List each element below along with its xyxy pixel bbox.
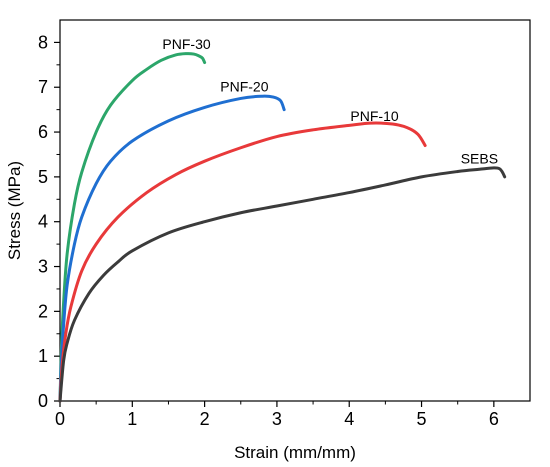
x-tick-label: 6 [489,409,499,429]
x-tick-label: 4 [344,409,354,429]
plot-frame [59,19,531,402]
series-line-pnf-20 [58,94,286,403]
annotation-layer: PNF-30 PNF-20 PNF-10 SEBS [162,36,498,166]
y-tick-label: 7 [38,77,48,97]
series-line-pnf-30 [58,52,207,403]
y-tick-label: 0 [38,391,48,411]
x-tick-label: 1 [127,409,137,429]
series-label-pnf-30: PNF-30 [162,36,210,52]
y-tick-label: 1 [38,346,48,366]
series-line-pnf-10 [58,121,427,403]
series-label-pnf-10: PNF-10 [350,108,398,124]
series-line-sebs [58,166,507,403]
y-axis-title: Stress (MPa) [5,161,24,260]
y-tick-label: 3 [38,257,48,277]
axes: 0 1 2 3 4 5 6 0 1 2 3 4 5 6 7 8 [38,19,531,429]
y-tick-label: 8 [38,32,48,52]
x-tick-label: 5 [417,409,427,429]
x-tick-label: 2 [200,409,210,429]
series-layer [58,52,507,403]
y-tick-label: 2 [38,301,48,321]
y-tick-label: 6 [38,122,48,142]
series-label-sebs: SEBS [461,150,498,166]
x-tick-label: 3 [272,409,282,429]
x-axis-title: Strain (mm/mm) [234,443,356,462]
x-tick-label: 0 [55,409,65,429]
y-tick-label: 4 [38,212,48,232]
series-label-pnf-20: PNF-20 [220,79,268,95]
y-tick-label: 5 [38,167,48,187]
